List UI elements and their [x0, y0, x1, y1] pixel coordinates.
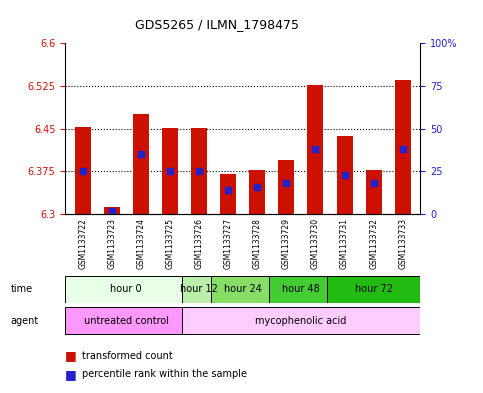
Text: GSM1133727: GSM1133727 [224, 218, 233, 269]
Text: hour 24: hour 24 [224, 284, 262, 294]
Text: ■: ■ [65, 367, 77, 381]
Text: GSM1133726: GSM1133726 [195, 218, 203, 269]
Text: time: time [11, 284, 33, 294]
Text: GSM1133723: GSM1133723 [107, 218, 116, 269]
Text: hour 12: hour 12 [180, 284, 218, 294]
Text: GSM1133728: GSM1133728 [253, 218, 262, 269]
Text: GSM1133724: GSM1133724 [136, 218, 145, 269]
Text: percentile rank within the sample: percentile rank within the sample [82, 369, 247, 379]
Bar [278, 160, 294, 214]
Bar [220, 174, 236, 214]
Bar [395, 80, 411, 214]
Text: untreated control: untreated control [84, 316, 169, 326]
Text: GSM1133729: GSM1133729 [282, 218, 291, 269]
Text: hour 0: hour 0 [111, 284, 142, 294]
Text: agent: agent [11, 316, 39, 326]
FancyBboxPatch shape [65, 275, 187, 303]
Bar [104, 207, 120, 214]
Bar [366, 170, 382, 214]
Bar [337, 136, 353, 214]
Text: GDS5265 / ILMN_1798475: GDS5265 / ILMN_1798475 [135, 18, 299, 31]
Bar [75, 127, 91, 214]
Text: transformed count: transformed count [82, 351, 173, 361]
Text: hour 48: hour 48 [282, 284, 320, 294]
Bar [249, 170, 265, 214]
Bar [162, 128, 178, 214]
FancyBboxPatch shape [182, 307, 420, 334]
Text: GSM1133733: GSM1133733 [398, 218, 407, 269]
FancyBboxPatch shape [269, 275, 333, 303]
Bar [308, 85, 324, 214]
Bar [191, 128, 207, 214]
Text: GSM1133730: GSM1133730 [311, 218, 320, 269]
FancyBboxPatch shape [211, 275, 275, 303]
Text: GSM1133725: GSM1133725 [166, 218, 174, 269]
Text: hour 72: hour 72 [355, 284, 393, 294]
FancyBboxPatch shape [182, 275, 216, 303]
Text: mycophenolic acid: mycophenolic acid [255, 316, 347, 326]
Text: GSM1133731: GSM1133731 [340, 218, 349, 269]
FancyBboxPatch shape [327, 275, 420, 303]
Text: GSM1133732: GSM1133732 [369, 218, 378, 269]
FancyBboxPatch shape [65, 307, 187, 334]
Bar [133, 114, 149, 214]
Text: ■: ■ [65, 349, 77, 362]
Text: GSM1133722: GSM1133722 [78, 218, 87, 269]
